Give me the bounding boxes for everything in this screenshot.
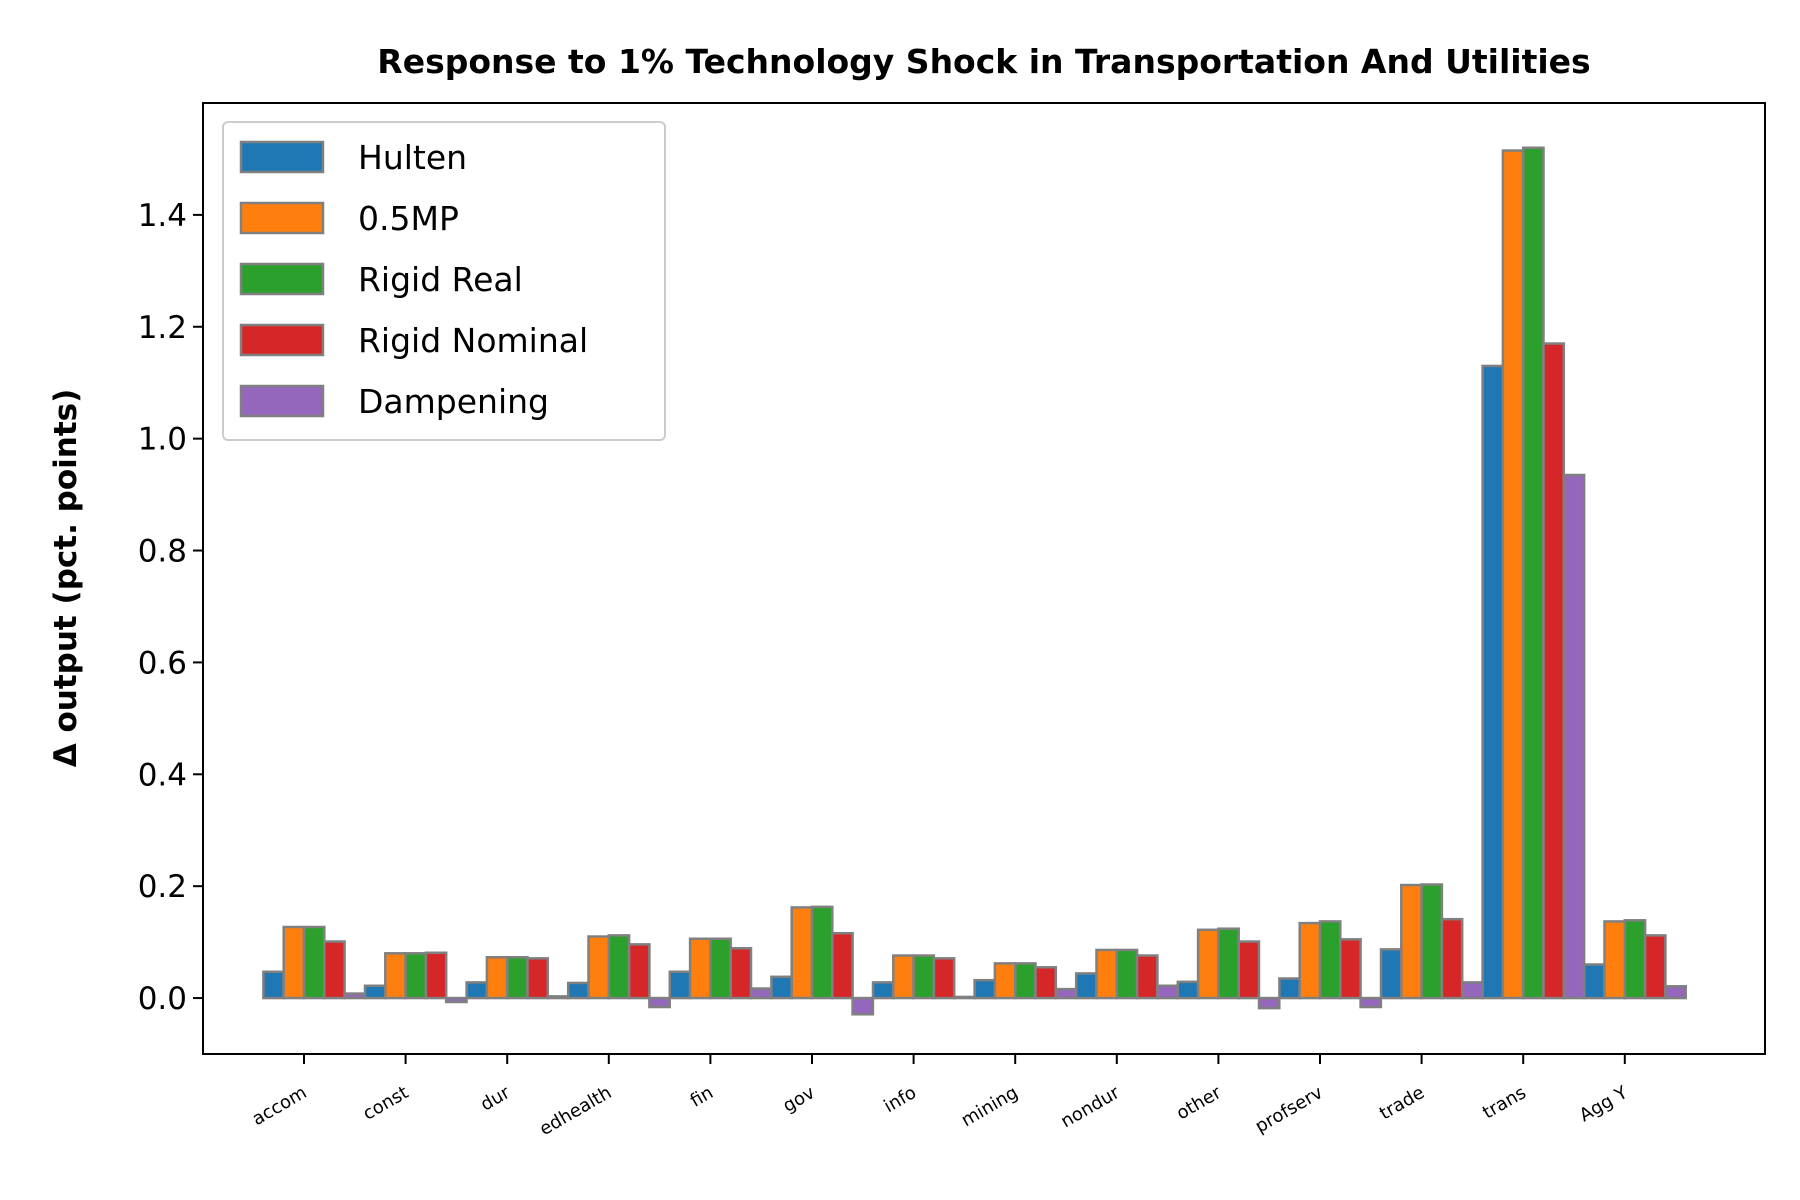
bar-profserv-dampening <box>1359 996 1383 1009</box>
y-tick-label: 1.0 <box>138 422 187 458</box>
legend-swatch-hulten <box>239 140 325 174</box>
bar-trade-rigid-real <box>1420 883 1444 1000</box>
bar-trans-hulten <box>1481 364 1505 1000</box>
bar-other-hulten <box>1176 980 1200 1000</box>
bar-fin-hulten <box>668 970 692 1000</box>
bar-info-rigid-nominal <box>932 957 956 1000</box>
bar-trade-dampening <box>1460 981 1484 1000</box>
bar-const-dampening <box>444 996 468 1004</box>
bar-info-0-5mp <box>892 954 915 1000</box>
legend-swatch-dampening <box>239 384 325 418</box>
bar-accom-dampening <box>343 992 367 1000</box>
bar-nondur-hulten <box>1074 972 1098 1000</box>
bar-const-rigid-nominal <box>424 951 448 1000</box>
y-tick-label: 0.4 <box>138 757 187 793</box>
bar-profserv-0-5mp <box>1298 921 1322 1000</box>
y-tick-label: 0.8 <box>138 534 187 570</box>
legend-label-hulten: Hulten <box>358 138 467 177</box>
bar-other-0-5mp <box>1196 928 1220 1000</box>
bars-group <box>262 146 1687 1016</box>
bar-info-rigid-real <box>912 954 936 1000</box>
bar-trans-0-5mp <box>1501 149 1525 1000</box>
bar-profserv-rigid-real <box>1318 920 1342 1000</box>
bar-agg-y-rigid-nominal <box>1643 934 1667 1000</box>
y-axis: 0.0 0.2 0.4 0.6 0.8 1.0 1.2 1.4 <box>138 198 203 1017</box>
bar-trans-dampening <box>1562 473 1586 1000</box>
bar-agg-y-dampening <box>1664 985 1687 1000</box>
bar-info-dampening <box>952 995 976 1000</box>
bar-const-0-5mp <box>384 952 407 1000</box>
y-tick-label: 0.0 <box>138 981 187 1017</box>
bar-accom-rigid-nominal <box>323 940 346 1000</box>
bar-other-dampening <box>1257 996 1281 1010</box>
y-axis-label: Δ output (pct. points) <box>48 389 84 768</box>
bar-mining-rigid-real <box>1013 962 1037 1000</box>
bar-fin-rigid-real <box>709 937 732 1000</box>
bar-trade-0-5mp <box>1400 883 1423 1000</box>
bar-gov-dampening <box>851 996 875 1016</box>
legend-label-rigid-nominal: Rigid Nominal <box>358 321 588 360</box>
bar-gov-0-5mp <box>790 906 814 1000</box>
bar-edhealth-0-5mp <box>587 935 611 1000</box>
bar-mining-0-5mp <box>993 962 1017 1000</box>
bar-accom-rigid-real <box>302 925 326 1000</box>
bar-edhealth-rigid-nominal <box>627 943 651 1000</box>
bar-gov-rigid-real <box>810 905 834 1000</box>
bar-fin-0-5mp <box>688 937 712 1000</box>
bar-trade-rigid-nominal <box>1440 917 1464 1000</box>
bar-gov-rigid-nominal <box>831 931 854 1000</box>
legend-box <box>222 121 666 441</box>
bar-fin-dampening <box>749 987 773 1000</box>
bar-info-hulten <box>871 981 895 1000</box>
legend-label-dampening: Dampening <box>358 382 549 421</box>
bar-agg-y-hulten <box>1582 963 1606 1000</box>
bar-profserv-hulten <box>1278 977 1301 1000</box>
bar-const-hulten <box>363 984 387 1000</box>
y-tick-label: 0.2 <box>138 869 187 905</box>
bar-const-rigid-real <box>404 952 428 1000</box>
bar-dur-dampening <box>546 995 570 1000</box>
bar-accom-0-5mp <box>282 925 306 1000</box>
bar-edhealth-dampening <box>648 996 671 1009</box>
bar-mining-hulten <box>973 978 997 1000</box>
bar-dur-rigid-nominal <box>526 957 550 1000</box>
bar-gov-hulten <box>770 975 793 1000</box>
bar-dur-0-5mp <box>485 955 509 1000</box>
y-tick-label: 0.6 <box>138 645 187 681</box>
chart-title: Response to 1% Technology Shock in Trans… <box>377 42 1590 81</box>
bar-edhealth-hulten <box>566 981 590 1000</box>
bar-trade-hulten <box>1379 948 1403 1000</box>
bar-other-rigid-nominal <box>1237 940 1261 1000</box>
bar-nondur-rigid-real <box>1115 948 1139 1000</box>
legend-swatch-0-5mp <box>239 201 325 235</box>
plot-frame <box>202 102 1766 1055</box>
legend-swatch-rigid-nominal <box>239 323 325 357</box>
bar-trans-rigid-nominal <box>1542 342 1566 1000</box>
bar-fin-rigid-nominal <box>729 947 753 1000</box>
bar-nondur-0-5mp <box>1095 948 1119 1000</box>
bar-dur-rigid-real <box>505 955 529 1000</box>
bar-nondur-dampening <box>1156 984 1179 1000</box>
bar-trans-rigid-real <box>1521 146 1545 1000</box>
bar-dur-hulten <box>465 981 489 1000</box>
legend-swatch-rigid-real <box>239 262 325 296</box>
bar-agg-y-rigid-real <box>1623 919 1647 1000</box>
bar-profserv-rigid-nominal <box>1339 938 1362 1000</box>
legend: Hulten 0.5MP Rigid Real Rigid Nominal Dampen… <box>222 121 666 441</box>
bar-mining-dampening <box>1054 987 1078 1000</box>
bar-mining-rigid-nominal <box>1034 966 1058 1000</box>
y-tick-label: 1.4 <box>138 198 187 234</box>
y-tick-label: 1.2 <box>138 310 187 346</box>
bar-accom-hulten <box>262 970 285 1000</box>
legend-label-rigid-real: Rigid Real <box>358 260 523 299</box>
bar-agg-y-0-5mp <box>1603 920 1627 1000</box>
bar-other-rigid-real <box>1217 927 1240 1000</box>
legend-label-0-5mp: 0.5MP <box>358 199 459 238</box>
bar-edhealth-rigid-real <box>607 934 631 1000</box>
bar-nondur-rigid-nominal <box>1135 954 1159 1000</box>
